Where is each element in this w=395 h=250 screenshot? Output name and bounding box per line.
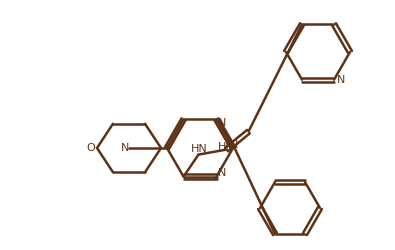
Text: N: N — [337, 75, 345, 85]
Text: HN: HN — [218, 142, 235, 152]
Text: HN: HN — [191, 144, 208, 154]
Text: N: N — [218, 118, 227, 128]
Text: N: N — [121, 143, 129, 153]
Text: N: N — [218, 168, 227, 177]
Text: N: N — [230, 140, 239, 149]
Text: O: O — [87, 143, 95, 153]
